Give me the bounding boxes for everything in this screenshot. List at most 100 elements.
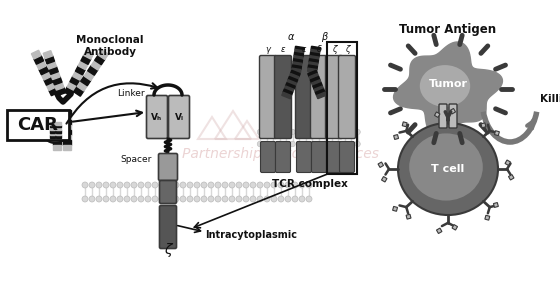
Polygon shape xyxy=(98,50,108,60)
Text: CAR: CAR xyxy=(17,116,58,134)
Circle shape xyxy=(271,196,277,202)
Circle shape xyxy=(82,196,88,202)
Circle shape xyxy=(236,196,242,202)
Circle shape xyxy=(250,196,256,202)
Bar xyxy=(508,175,514,180)
Circle shape xyxy=(299,196,305,202)
FancyBboxPatch shape xyxy=(449,104,457,128)
Polygon shape xyxy=(293,59,302,63)
Polygon shape xyxy=(39,66,49,75)
Circle shape xyxy=(103,196,109,202)
Polygon shape xyxy=(70,76,80,85)
Circle shape xyxy=(152,196,158,202)
Text: ζ: ζ xyxy=(164,243,172,257)
Circle shape xyxy=(290,141,295,147)
Polygon shape xyxy=(55,135,60,138)
Circle shape xyxy=(348,129,354,135)
Polygon shape xyxy=(308,65,318,70)
Polygon shape xyxy=(41,71,51,80)
Polygon shape xyxy=(294,52,304,57)
Circle shape xyxy=(89,182,95,188)
Circle shape xyxy=(180,196,186,202)
Polygon shape xyxy=(63,110,71,115)
Text: Tumor Antigen: Tumor Antigen xyxy=(399,23,497,36)
Text: Intracytoplasmic: Intracytoplasmic xyxy=(205,230,297,240)
Circle shape xyxy=(292,182,298,188)
Ellipse shape xyxy=(398,123,498,215)
Bar xyxy=(494,131,500,136)
Text: δ: δ xyxy=(316,45,321,54)
Circle shape xyxy=(243,196,249,202)
Polygon shape xyxy=(63,130,71,135)
Bar xyxy=(406,214,411,219)
Circle shape xyxy=(131,182,137,188)
Polygon shape xyxy=(286,83,295,89)
Circle shape xyxy=(257,182,263,188)
Circle shape xyxy=(309,141,315,147)
Text: γ: γ xyxy=(265,45,270,54)
Circle shape xyxy=(110,196,116,202)
Polygon shape xyxy=(49,125,54,127)
Bar xyxy=(378,162,384,167)
Polygon shape xyxy=(49,133,54,135)
Polygon shape xyxy=(46,82,56,91)
FancyBboxPatch shape xyxy=(276,142,291,173)
Bar xyxy=(505,160,511,165)
Bar xyxy=(493,203,498,208)
Circle shape xyxy=(270,141,276,147)
Polygon shape xyxy=(53,130,61,135)
Circle shape xyxy=(103,182,109,188)
Bar xyxy=(436,228,442,234)
Text: ε: ε xyxy=(281,45,285,54)
FancyBboxPatch shape xyxy=(296,56,312,138)
Polygon shape xyxy=(49,135,54,138)
Circle shape xyxy=(329,129,334,135)
Circle shape xyxy=(89,196,95,202)
Polygon shape xyxy=(36,61,46,69)
Circle shape xyxy=(257,129,263,135)
Polygon shape xyxy=(73,71,82,80)
Circle shape xyxy=(117,182,123,188)
FancyBboxPatch shape xyxy=(439,104,447,128)
Text: T cell: T cell xyxy=(431,164,465,174)
Circle shape xyxy=(283,129,289,135)
Circle shape xyxy=(208,196,214,202)
Circle shape xyxy=(354,129,360,135)
Polygon shape xyxy=(81,76,91,86)
Circle shape xyxy=(131,196,137,202)
Circle shape xyxy=(348,141,354,147)
Circle shape xyxy=(222,182,228,188)
Polygon shape xyxy=(53,145,61,150)
Circle shape xyxy=(285,182,291,188)
FancyBboxPatch shape xyxy=(158,154,178,181)
Circle shape xyxy=(354,141,360,147)
Polygon shape xyxy=(394,42,502,136)
Circle shape xyxy=(335,141,341,147)
Polygon shape xyxy=(310,56,319,60)
Circle shape xyxy=(194,196,200,202)
Bar xyxy=(435,112,440,117)
Text: Killing: Killing xyxy=(540,94,560,104)
Circle shape xyxy=(124,196,130,202)
Circle shape xyxy=(322,141,328,147)
Circle shape xyxy=(290,129,295,135)
Polygon shape xyxy=(311,46,320,51)
Circle shape xyxy=(180,182,186,188)
FancyBboxPatch shape xyxy=(310,56,328,138)
FancyBboxPatch shape xyxy=(160,181,176,204)
Circle shape xyxy=(117,196,123,202)
Polygon shape xyxy=(309,73,319,80)
Bar xyxy=(450,108,455,114)
Polygon shape xyxy=(309,59,319,63)
Polygon shape xyxy=(76,66,85,75)
Bar xyxy=(381,177,387,182)
Text: TCR complex: TCR complex xyxy=(272,179,348,189)
Polygon shape xyxy=(84,71,94,80)
Circle shape xyxy=(257,141,263,147)
Circle shape xyxy=(159,196,165,202)
Polygon shape xyxy=(314,86,324,92)
Polygon shape xyxy=(55,122,60,125)
Polygon shape xyxy=(307,68,317,73)
Circle shape xyxy=(124,182,130,188)
FancyBboxPatch shape xyxy=(160,205,176,248)
